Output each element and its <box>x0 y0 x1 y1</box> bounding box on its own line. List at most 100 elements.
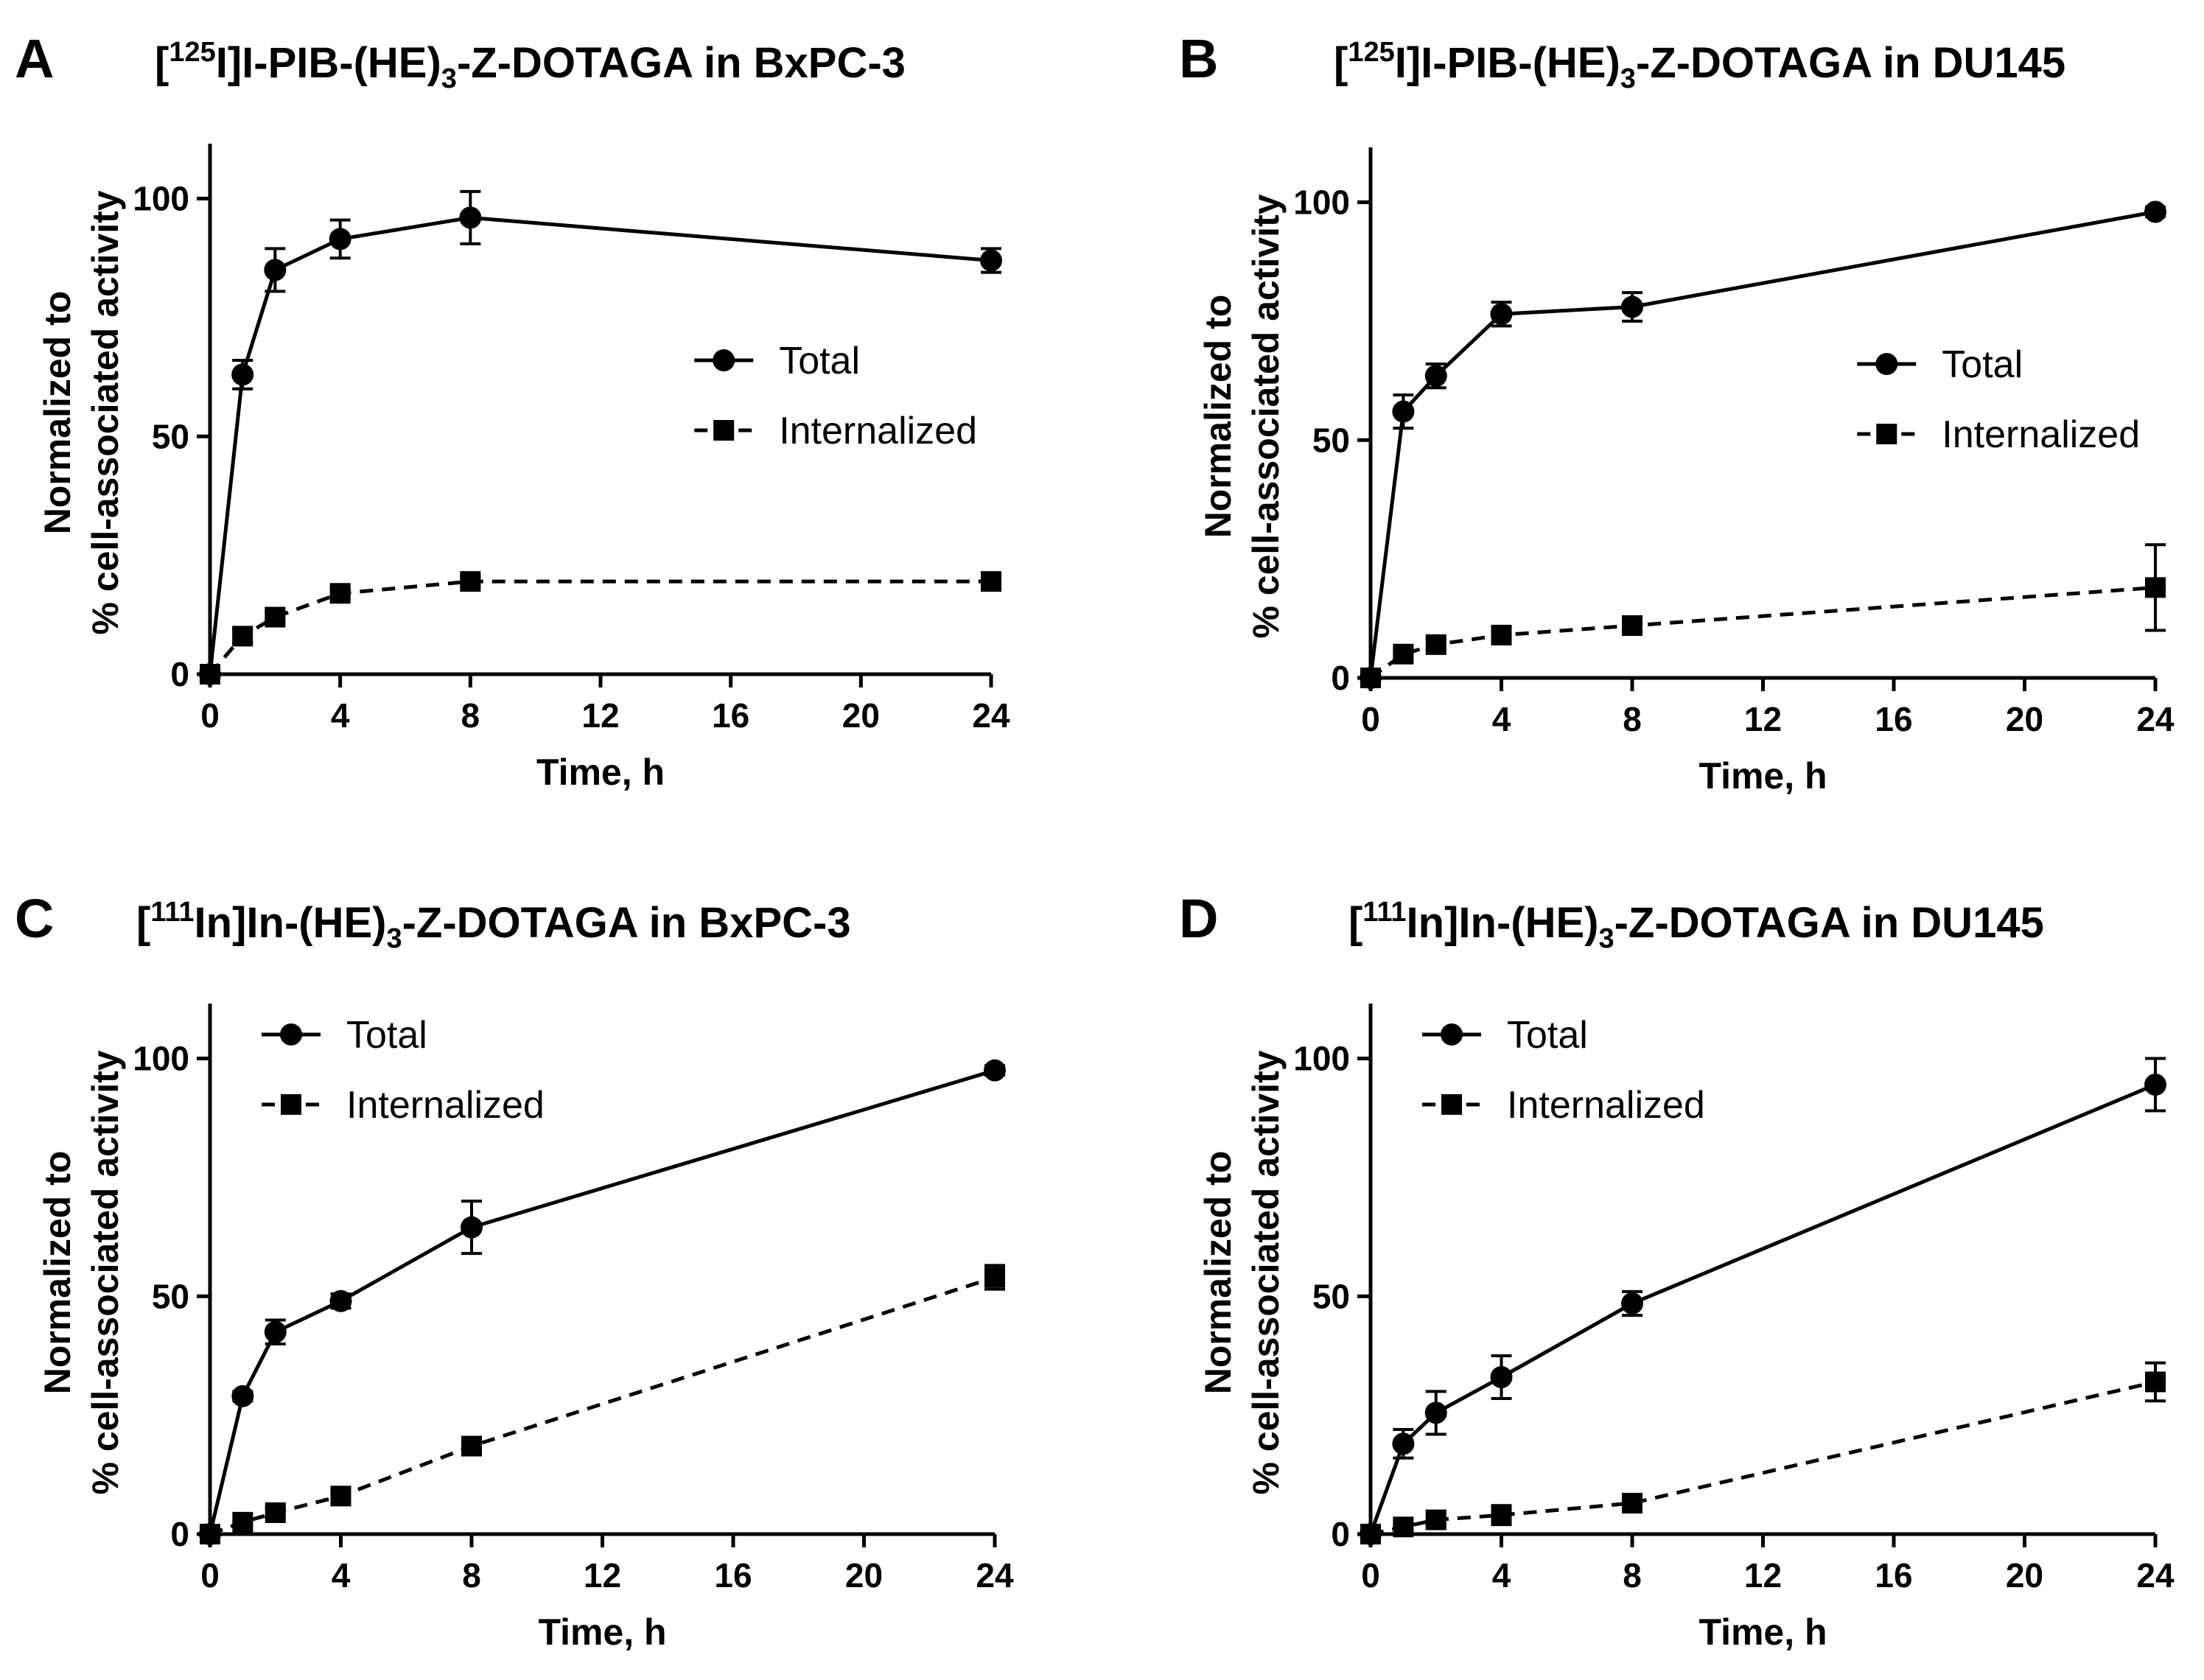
data-point-internalized <box>1425 1509 1446 1530</box>
x-tick-label: 8 <box>461 696 480 735</box>
legend-marker-internalized <box>1441 1093 1462 1115</box>
y-tick-label: 0 <box>170 1515 189 1553</box>
y-tick-label: 0 <box>170 655 189 693</box>
x-tick-label: 0 <box>1361 700 1380 738</box>
data-point-total <box>264 259 287 281</box>
legend-marker-internalized <box>1876 424 1897 444</box>
data-point-internalized <box>265 1502 286 1523</box>
data-point-internalized <box>1491 1505 1512 1526</box>
y-tick-label: 100 <box>133 180 189 218</box>
series-total <box>199 1059 1006 1545</box>
x-tick-label: 8 <box>1623 700 1642 738</box>
legend-marker-total <box>280 1023 302 1046</box>
x-axis-title: Time, h <box>1699 755 1827 797</box>
data-point-internalized <box>1360 1524 1381 1544</box>
y-tick-label: 50 <box>1312 421 1350 459</box>
data-point-total <box>459 206 482 229</box>
legend-marker-internalized <box>281 1093 301 1115</box>
x-tick-label: 20 <box>845 1556 883 1595</box>
y-axis-title-line2: % cell-associated activity <box>1245 1050 1287 1494</box>
data-point-total <box>1392 400 1415 423</box>
panel-title-a: [125I]I-PIB-(HE)3-Z-DOTAGA in BxPC-3 <box>155 37 906 94</box>
data-point-internalized <box>1393 643 1414 665</box>
x-tick-label: 24 <box>2136 1556 2175 1595</box>
legend: Total Internalized <box>694 340 977 452</box>
title-part1: In]In-(HE) <box>195 899 387 947</box>
data-point-internalized <box>1393 1516 1414 1538</box>
title-subscript: 3 <box>1620 63 1636 94</box>
data-point-total <box>1392 1432 1415 1455</box>
x-tick-label: 12 <box>1744 700 1782 738</box>
series-line-total <box>1368 210 2156 679</box>
x-tick-label: 12 <box>584 1556 621 1595</box>
title-prefix: [ <box>1348 899 1362 947</box>
panel-a: A [125I]I-PIB-(HE)3-Z-DOTAGA in BxPC-3 0 50… <box>15 28 1010 793</box>
title-subscript: 3 <box>386 923 402 954</box>
series-line-total <box>208 215 992 675</box>
data-point-total <box>329 228 351 251</box>
y-axis-title-line2: % cell-associated activity <box>85 1050 126 1494</box>
data-point-internalized <box>1360 668 1381 688</box>
x-tick-label: 0 <box>200 696 220 735</box>
legend-label-internalized: Internalized <box>346 1084 545 1127</box>
x-tick-label: 4 <box>332 1556 351 1595</box>
x-tick-label: 24 <box>2136 700 2175 738</box>
y-tick-label: 100 <box>133 1040 189 1078</box>
x-tick-label: 24 <box>972 696 1010 735</box>
x-tick-label: 16 <box>1875 1556 1912 1595</box>
x-tick-label: 4 <box>1492 1556 1511 1595</box>
legend-marker-total <box>713 349 735 371</box>
x-tick-label: 20 <box>2006 1556 2043 1595</box>
title-isotope: 125 <box>1348 37 1394 68</box>
series-line-total <box>1368 1082 2156 1535</box>
x-tick-label: 8 <box>1623 1556 1642 1595</box>
data-point-total <box>1490 1366 1513 1388</box>
data-point-total <box>329 1289 352 1312</box>
series-line-total <box>208 1068 996 1535</box>
x-tick-label: 4 <box>331 696 350 735</box>
panel-d: D [111In]In-(HE)3-Z-DOTAGA in DU145 0 50 100… <box>1179 888 2175 1653</box>
title-prefix: [ <box>1334 39 1348 87</box>
data-point-internalized <box>265 606 286 628</box>
panel-letter-c: C <box>15 888 54 949</box>
data-point-internalized <box>2145 1371 2166 1393</box>
x-tick-label: 16 <box>712 696 749 735</box>
data-point-internalized <box>1425 634 1446 655</box>
legend-label-total: Total <box>779 340 860 382</box>
data-point-internalized <box>1622 1493 1642 1514</box>
y-tick-label: 0 <box>1331 1515 1350 1553</box>
series-internalized <box>1360 1361 2166 1544</box>
series-line-internalized <box>1369 585 2156 680</box>
series-internalized <box>200 571 1001 685</box>
data-point-total <box>1621 1292 1643 1315</box>
x-tick-label: 0 <box>1361 1556 1380 1595</box>
title-isotope: 111 <box>150 897 194 928</box>
legend-marker-total <box>1441 1023 1463 1046</box>
x-tick-label: 16 <box>714 1556 752 1595</box>
data-point-total <box>264 1320 287 1343</box>
data-point-internalized <box>232 1511 253 1533</box>
y-axis-title-line1: Normalized to <box>1197 1151 1239 1395</box>
data-point-internalized <box>330 1485 351 1507</box>
data-point-total <box>231 1385 254 1407</box>
title-part1: In]In-(HE) <box>1407 899 1599 947</box>
legend-label-internalized: Internalized <box>1507 1084 1705 1127</box>
legend: Total Internalized <box>1422 1014 1705 1127</box>
data-point-internalized <box>1622 615 1642 636</box>
title-isotope: 111 <box>1362 897 1406 928</box>
data-point-total <box>984 1059 1006 1082</box>
series-line-internalized <box>209 579 991 676</box>
title-part1: I]I-PIB-(HE) <box>216 39 441 87</box>
x-tick-label: 12 <box>581 696 619 735</box>
data-point-total <box>1490 303 1513 326</box>
x-tick-label: 0 <box>200 1556 220 1595</box>
title-subscript: 3 <box>441 63 457 94</box>
series-internalized <box>200 1264 1005 1544</box>
x-axis-title: Time, h <box>1699 1611 1827 1653</box>
panel-letter-d: D <box>1179 888 1218 949</box>
data-point-total <box>231 363 254 386</box>
panel-title-b: [125I]I-PIB-(HE)3-Z-DOTAGA in DU145 <box>1334 37 2065 94</box>
x-tick-label: 4 <box>1492 700 1511 738</box>
x-tick-label: 20 <box>842 696 880 735</box>
legend-label-total: Total <box>346 1014 427 1057</box>
